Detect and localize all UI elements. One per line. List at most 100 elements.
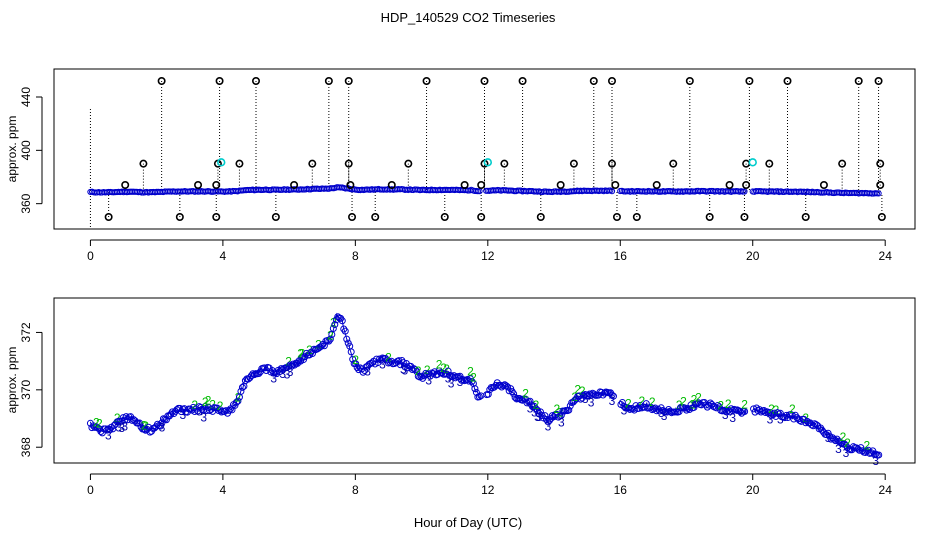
- series-symbol-3: 3: [284, 367, 291, 381]
- series-point: [875, 451, 883, 459]
- series-point: [683, 406, 691, 414]
- outlier-high-point: [518, 77, 527, 86]
- outlier-shoulder-point: [387, 181, 396, 190]
- outlier-high-point: [854, 77, 863, 86]
- series-point: [413, 367, 421, 375]
- series-symbol-3: 3: [534, 410, 541, 424]
- series-point: [109, 425, 117, 433]
- outlier-mid-point: [500, 159, 509, 168]
- series-symbol-2: 2: [579, 384, 586, 398]
- top-panel: 0 4 8 12 16 20 24 360 400 440 approx. ppm: [5, 68, 916, 263]
- series-point: [705, 401, 713, 409]
- baseline-point: [608, 188, 616, 195]
- series-symbol-2: 2: [522, 386, 529, 400]
- series-point: [526, 397, 534, 405]
- series-symbol-3: 3: [558, 415, 565, 429]
- series-symbol-3: 3: [729, 411, 736, 425]
- series-symbol-2: 2: [297, 346, 304, 360]
- series-point: [317, 342, 325, 350]
- series-symbol-2: 2: [649, 395, 656, 409]
- series-point: [681, 404, 689, 412]
- outlier-low-point: [477, 213, 486, 222]
- series-symbol-2: 2: [741, 398, 748, 412]
- series-symbol-3: 3: [767, 413, 774, 427]
- outlier-high-point: [252, 77, 261, 86]
- outlier-mid-point: [344, 159, 353, 168]
- series-point: [232, 398, 240, 406]
- series-symbol-2: 2: [863, 439, 870, 453]
- series-point: [499, 382, 507, 390]
- baseline-point: [741, 188, 748, 195]
- series-symbol-2: 2: [467, 364, 474, 378]
- series-point: [250, 371, 258, 379]
- outlier-high-point: [685, 77, 694, 86]
- series-point: [411, 366, 419, 374]
- series-symbol-3: 3: [159, 421, 166, 435]
- top-x-tick-label: 16: [614, 249, 628, 263]
- calibration-point: [217, 158, 226, 167]
- series-point: [714, 402, 722, 410]
- outlier-shoulder-point: [212, 181, 221, 190]
- series-symbol-3: 3: [843, 446, 850, 460]
- series-symbol-2: 2: [205, 393, 212, 407]
- series-point: [624, 404, 632, 412]
- series-symbol-3: 3: [200, 411, 207, 425]
- series-symbol-2: 2: [680, 395, 687, 409]
- outlier-high-point: [745, 77, 754, 86]
- outlier-low-point: [212, 213, 221, 222]
- series-symbol-3: 3: [448, 376, 455, 390]
- top-x-tick-label: 20: [746, 249, 760, 263]
- series-symbol-2: 2: [327, 328, 334, 342]
- series-point: [343, 335, 351, 343]
- bottom-y-axis-label: approx. ppm: [5, 347, 19, 414]
- series-symbol-2: 2: [217, 399, 224, 413]
- top-x-tick-label: 24: [879, 249, 893, 263]
- series-symbol-2: 2: [415, 364, 422, 378]
- series-point: [609, 392, 617, 400]
- series-symbol-2: 2: [789, 402, 796, 416]
- outlier-mid-point: [308, 159, 317, 168]
- outlier-mid-point: [876, 159, 885, 168]
- series-symbol-3: 3: [402, 363, 409, 377]
- outlier-low-point: [612, 213, 621, 222]
- series-symbol-3: 3: [364, 365, 371, 379]
- outlier-high-point: [422, 77, 431, 86]
- outlier-shoulder-point: [742, 181, 751, 190]
- series-point: [809, 422, 817, 430]
- series-point: [341, 327, 349, 335]
- series-point: [452, 374, 460, 382]
- outlier-low-point: [740, 213, 749, 222]
- outlier-high-point: [783, 77, 792, 86]
- outlier-shoulder-point: [725, 181, 734, 190]
- calibration-point: [748, 158, 757, 167]
- series-symbol-3: 3: [121, 420, 128, 434]
- series-symbol-3: 3: [115, 421, 122, 435]
- series-point: [545, 417, 553, 425]
- series-symbol-3: 3: [722, 408, 729, 422]
- series-point: [608, 391, 616, 399]
- top-x-tick-label: 0: [87, 249, 94, 263]
- series-point: [802, 419, 810, 427]
- top-plot-frame: [53, 68, 916, 230]
- outlier-high-point: [480, 77, 489, 86]
- calibration-point: [483, 158, 493, 167]
- series-point: [89, 422, 97, 430]
- series-point: [359, 368, 367, 376]
- outlier-low-point: [371, 213, 380, 222]
- series-symbol-2: 2: [93, 416, 100, 430]
- bottom-axes: 0 4 8 12 16 20 24 368 370 372: [19, 322, 892, 497]
- series-symbol-3: 3: [270, 372, 277, 386]
- outlier-mid-point: [669, 159, 678, 168]
- series-point: [626, 405, 634, 413]
- outlier-shoulder-point: [556, 181, 565, 190]
- series-point: [741, 407, 749, 415]
- top-y-axis-label: approx. ppm: [5, 116, 19, 183]
- outlier-low-point: [440, 213, 449, 222]
- outlier-shoulder-point: [121, 181, 130, 190]
- series-symbol-3: 3: [531, 406, 538, 420]
- series-symbol-2: 2: [202, 395, 209, 409]
- bottom-x-tick-label: 8: [352, 483, 359, 497]
- series-point: [176, 404, 184, 412]
- outlier-mid-point: [235, 159, 244, 168]
